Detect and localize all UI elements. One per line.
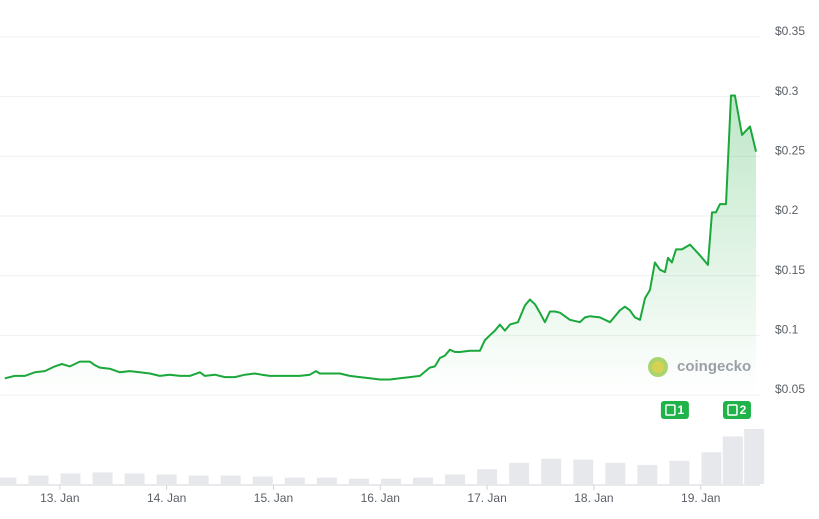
volume-bar bbox=[124, 473, 145, 484]
volume-bar bbox=[669, 460, 690, 484]
x-tick-label: 17. Jan bbox=[467, 491, 506, 505]
volume-bar bbox=[284, 477, 305, 484]
y-tick-label: $0.25 bbox=[775, 144, 805, 158]
volume-bar bbox=[220, 475, 241, 484]
volume-bar bbox=[156, 474, 177, 484]
volume-bar bbox=[541, 458, 562, 484]
news-count: 1 bbox=[678, 403, 685, 417]
volume-bar bbox=[188, 475, 209, 484]
x-tick-label: 16. Jan bbox=[361, 491, 400, 505]
watermark-text: coingecko bbox=[677, 358, 751, 375]
volume-bar bbox=[573, 459, 594, 484]
news-count: 2 bbox=[740, 403, 747, 417]
volume-bar bbox=[605, 462, 626, 484]
volume-bar bbox=[744, 429, 765, 484]
price-line bbox=[4, 94, 757, 381]
news-marker: 2 bbox=[722, 401, 751, 419]
y-tick-label: $0.35 bbox=[775, 24, 805, 38]
y-tick-label: $0.3 bbox=[775, 84, 799, 98]
x-tick-label: 14. Jan bbox=[147, 491, 186, 505]
x-tick-label: 19. Jan bbox=[681, 491, 720, 505]
y-tick-label: $0.2 bbox=[775, 203, 799, 217]
volume-bar bbox=[477, 469, 498, 484]
volume-bar bbox=[0, 477, 17, 484]
news-icon bbox=[665, 404, 676, 416]
volume-bar bbox=[701, 452, 722, 484]
volume-bar bbox=[252, 476, 273, 484]
y-tick-label: $0.1 bbox=[775, 323, 799, 337]
volume-bar bbox=[92, 472, 113, 484]
volume-bar bbox=[413, 477, 434, 484]
price-area bbox=[4, 95, 757, 395]
x-tick-label: 15. Jan bbox=[254, 491, 293, 505]
volume-bar bbox=[722, 436, 743, 484]
volume-bar bbox=[637, 464, 658, 484]
volume-bar bbox=[60, 473, 81, 484]
watermark: coingecko bbox=[648, 357, 751, 377]
volume-bar bbox=[348, 478, 369, 484]
watermark-logo-inner bbox=[652, 361, 664, 373]
y-tick-label: $0.05 bbox=[775, 382, 805, 396]
x-tick-label: 13. Jan bbox=[40, 491, 79, 505]
volume-bar bbox=[445, 474, 466, 484]
volume-bar bbox=[28, 475, 49, 484]
volume-bar bbox=[509, 462, 530, 484]
news-marker: 1 bbox=[660, 401, 689, 419]
volume-bar bbox=[316, 477, 337, 484]
volume-bar bbox=[380, 478, 401, 484]
x-tick-label: 18. Jan bbox=[574, 491, 613, 505]
news-icon bbox=[727, 404, 738, 416]
y-tick-label: $0.15 bbox=[775, 263, 805, 277]
